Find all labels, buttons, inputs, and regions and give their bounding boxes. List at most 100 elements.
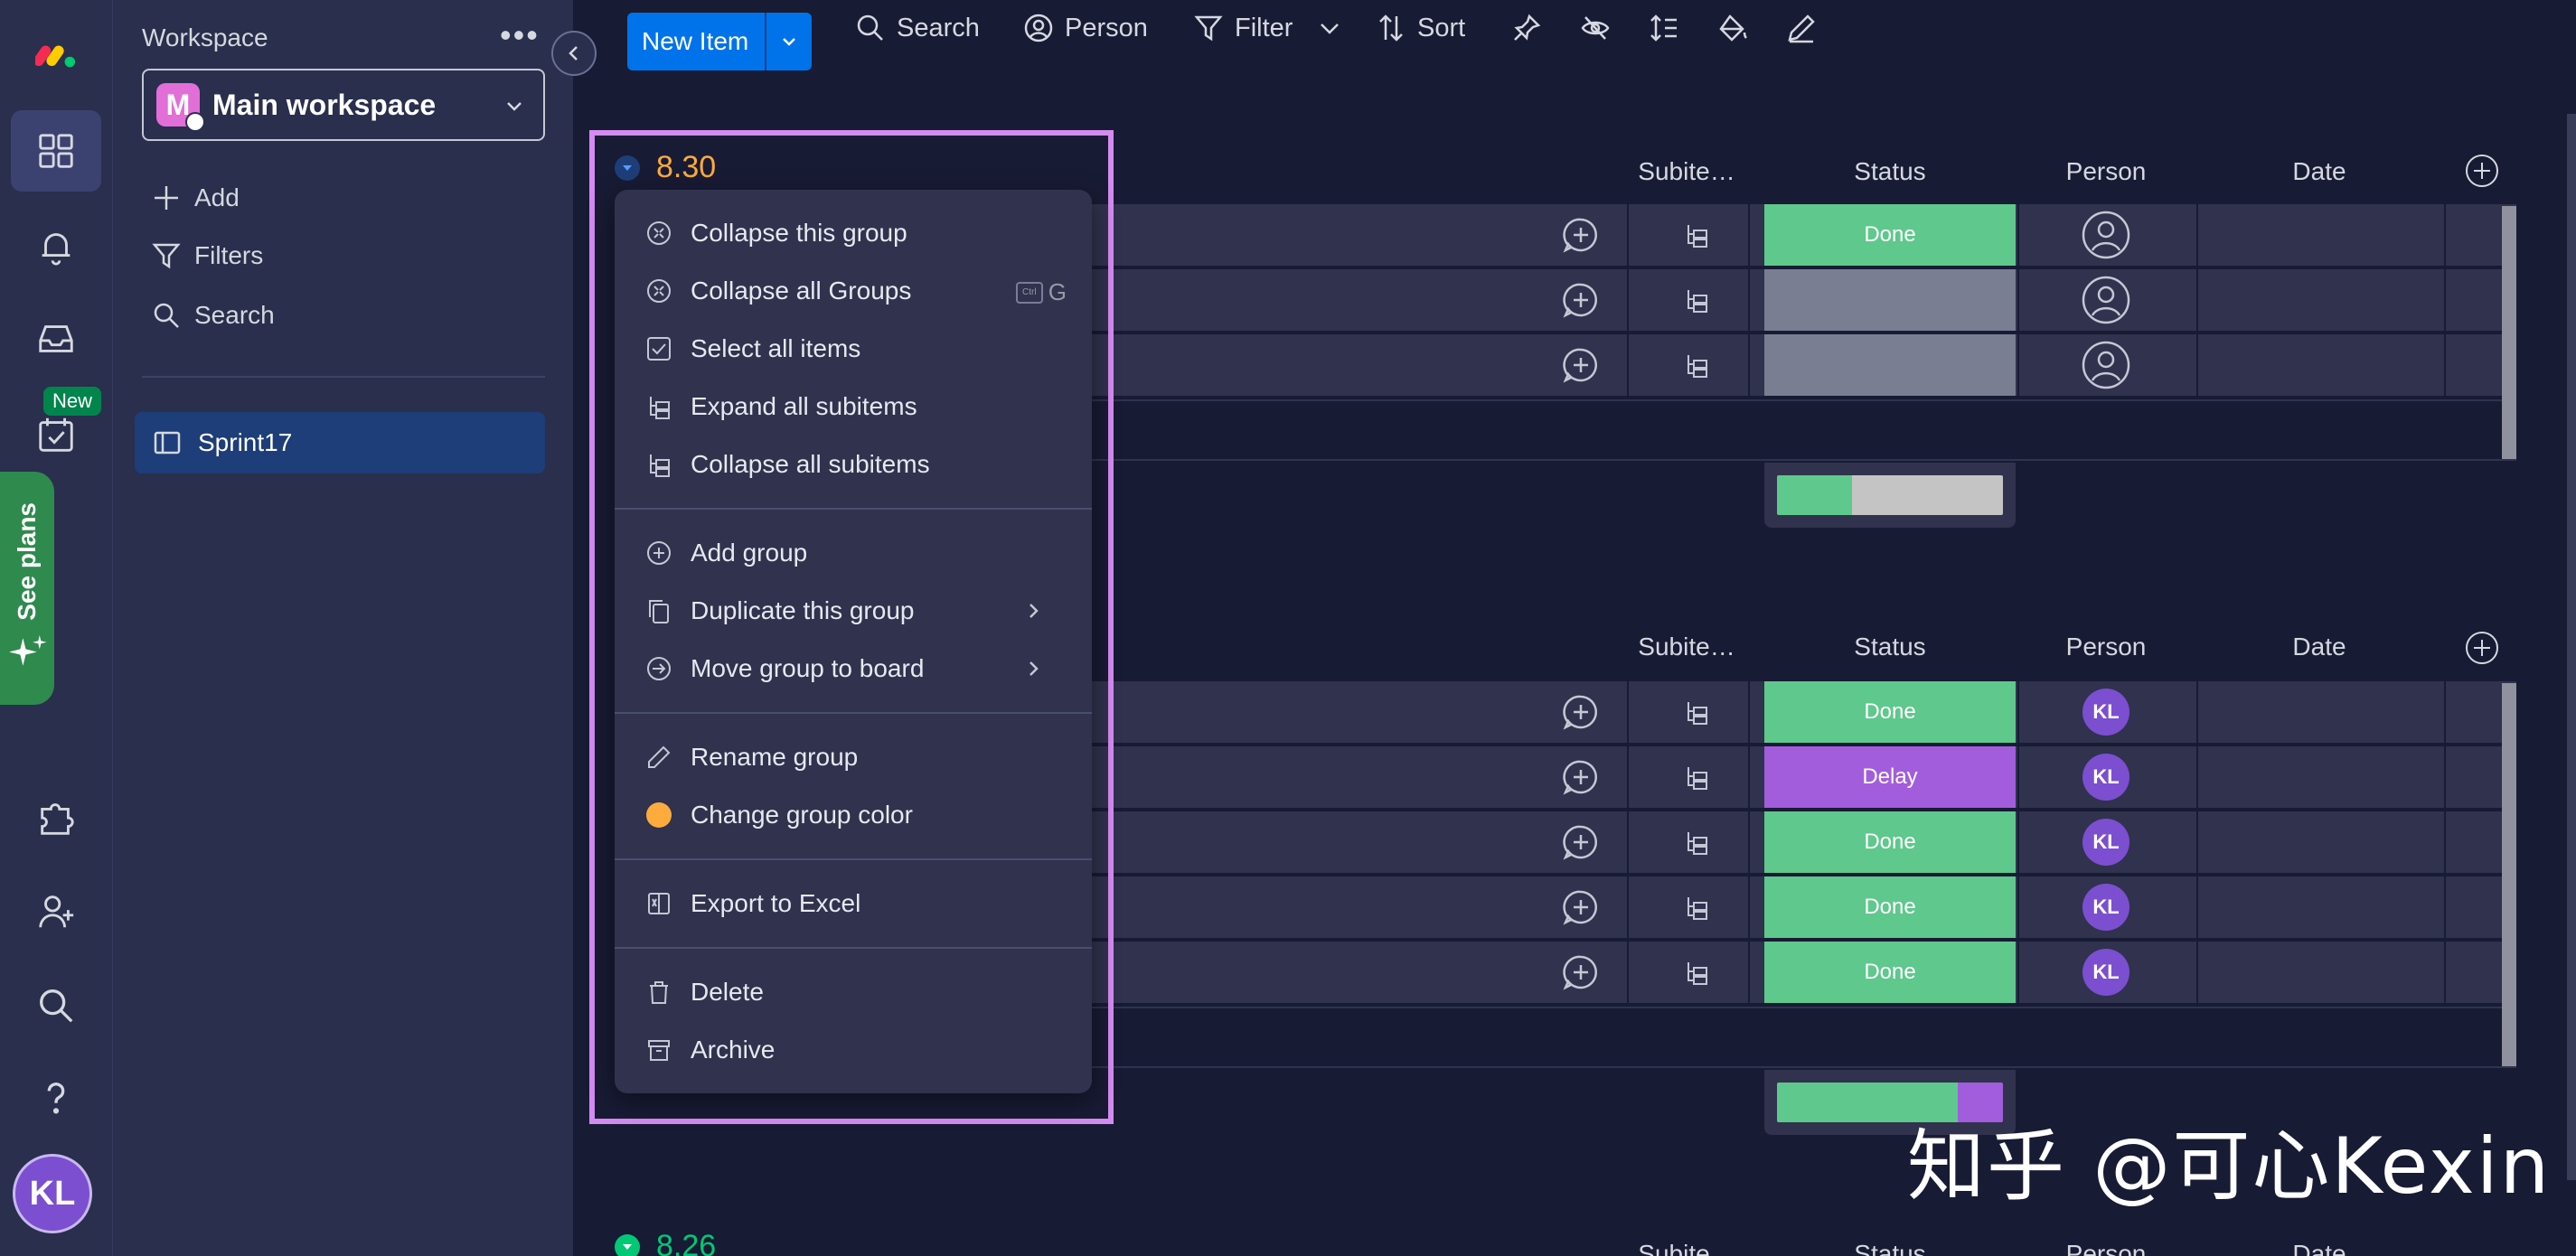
workspace-more-icon[interactable]: •••	[500, 16, 540, 53]
status-cell[interactable]: Done	[1764, 204, 2016, 266]
apps-button[interactable]	[11, 777, 101, 858]
subitems-icon[interactable]	[1683, 351, 1710, 379]
subitems-icon[interactable]	[1683, 286, 1710, 314]
menu-item-expand-subitems[interactable]: Expand all subitems	[644, 385, 917, 428]
subitems-icon[interactable]	[1683, 764, 1710, 791]
add-update-icon[interactable]	[1562, 693, 1600, 731]
user-avatar[interactable]: KL	[13, 1154, 92, 1233]
inbox-button[interactable]	[11, 298, 101, 380]
move-arrow-icon	[647, 657, 671, 680]
new-item-dropdown[interactable]	[765, 13, 812, 70]
search-everything-button[interactable]	[11, 965, 101, 1046]
group-header[interactable]: 8.26	[615, 1229, 716, 1256]
menu-item-select-all[interactable]: Select all items	[644, 327, 860, 370]
column-header-status[interactable]: Status	[1854, 633, 1926, 661]
column-header-subitems[interactable]: Subite…	[1638, 633, 1735, 661]
hide-columns-button[interactable]	[1580, 13, 1611, 43]
subitems-icon[interactable]	[1683, 221, 1710, 248]
add-update-icon[interactable]	[1562, 758, 1600, 796]
add-button[interactable]: Add	[151, 183, 240, 213]
add-column-icon[interactable]	[2465, 631, 2499, 665]
status-cell[interactable]: Done	[1764, 811, 2016, 873]
menu-item-collapse-subitems[interactable]: Collapse all subitems	[644, 443, 930, 486]
empty-person-icon[interactable]	[2081, 210, 2131, 260]
invite-members-button[interactable]	[11, 871, 101, 952]
column-header-date[interactable]: Date	[2292, 157, 2346, 185]
menu-item-add-group[interactable]: Add group	[644, 531, 807, 575]
subitems-icon[interactable]	[1683, 894, 1710, 921]
menu-item-rename-group[interactable]: Rename group	[644, 736, 858, 779]
column-header-person[interactable]: Person	[2065, 157, 2147, 185]
menu-item-export-excel[interactable]: Export to Excel	[644, 882, 860, 925]
toolbar-filter-button[interactable]: Filter	[1193, 13, 1293, 43]
group-title[interactable]: 8.26	[656, 1229, 717, 1256]
column-header-status[interactable]: Status	[1854, 1240, 1926, 1256]
scrollbar[interactable]	[2502, 206, 2516, 459]
menu-item-change-color[interactable]: Change group color	[644, 793, 913, 837]
row-height-button[interactable]	[1649, 13, 1679, 43]
status-cell[interactable]: Done	[1764, 681, 2016, 743]
toolbar-sort-button[interactable]: Sort	[1376, 13, 1465, 43]
column-header-date[interactable]: Date	[2292, 1240, 2346, 1256]
status-cell[interactable]: Delay	[1764, 746, 2016, 808]
help-button[interactable]	[11, 1057, 101, 1139]
status-cell[interactable]	[1764, 269, 2016, 331]
toolbar-search-button[interactable]: Search	[855, 13, 980, 43]
group-title[interactable]: 8.30	[656, 150, 717, 184]
column-header-person[interactable]: Person	[2065, 1240, 2147, 1256]
new-item-button[interactable]: New Item	[627, 13, 813, 70]
person-avatar[interactable]: KL	[2082, 884, 2129, 931]
empty-person-icon[interactable]	[2081, 275, 2131, 325]
pin-button[interactable]	[1511, 13, 1542, 43]
subitems-icon[interactable]	[1683, 698, 1710, 726]
add-update-icon[interactable]	[1562, 823, 1600, 861]
column-header-subitems[interactable]: Subite…	[1638, 1240, 1735, 1256]
group-header[interactable]: 8.30	[615, 150, 716, 185]
toolbar-filter-dropdown[interactable]	[1314, 13, 1345, 43]
column-header-status[interactable]: Status	[1854, 157, 1926, 185]
format-button[interactable]	[1786, 13, 1817, 43]
menu-item-collapse-group[interactable]: Collapse this group	[644, 211, 907, 255]
column-header-subitems[interactable]: Subite…	[1638, 157, 1735, 185]
empty-person-icon[interactable]	[2081, 340, 2131, 390]
notifications-button[interactable]	[11, 206, 101, 287]
work-management-button[interactable]	[11, 110, 101, 192]
add-update-icon[interactable]	[1562, 216, 1600, 254]
column-header-date[interactable]: Date	[2292, 633, 2346, 661]
scrollbar[interactable]	[2502, 683, 2516, 1066]
column-header-person[interactable]: Person	[2065, 633, 2147, 661]
person-avatar[interactable]: KL	[2082, 689, 2129, 736]
status-cell[interactable]: Done	[1764, 876, 2016, 938]
see-plans-button[interactable]: See plans	[0, 472, 54, 705]
add-update-icon[interactable]	[1562, 346, 1600, 384]
person-avatar[interactable]: KL	[2082, 949, 2129, 996]
subitems-icon[interactable]	[1683, 829, 1710, 856]
add-update-icon[interactable]	[1562, 281, 1600, 319]
status-cell[interactable]	[1764, 334, 2016, 396]
menu-item-move-group[interactable]: Move group to board	[644, 647, 1068, 690]
subitems-icon[interactable]	[1683, 959, 1710, 986]
menu-item-collapse-all-groups[interactable]: Collapse all Groups	[644, 269, 911, 313]
menu-item-archive[interactable]: Archive	[644, 1028, 775, 1072]
person-avatar[interactable]: KL	[2082, 754, 2129, 801]
row-height-icon	[1650, 14, 1677, 42]
group-collapse-toggle[interactable]	[615, 155, 640, 181]
monday-logo[interactable]	[11, 11, 101, 92]
workspace-search-button[interactable]: Search	[151, 300, 275, 331]
toolbar-person-button[interactable]: Person	[1023, 13, 1148, 43]
my-work-button[interactable]	[11, 394, 101, 475]
add-update-icon[interactable]	[1562, 888, 1600, 926]
status-cell[interactable]: Done	[1764, 942, 2016, 1003]
board-item-sprint17[interactable]: Sprint17	[135, 412, 545, 473]
color-rules-button[interactable]	[1717, 13, 1748, 43]
person-avatar[interactable]: KL	[2082, 819, 2129, 866]
collapse-panel-button[interactable]	[551, 31, 597, 76]
menu-item-delete[interactable]: Delete	[644, 970, 764, 1014]
page-scrollbar[interactable]	[2567, 114, 2576, 1180]
add-update-icon[interactable]	[1562, 953, 1600, 991]
menu-item-duplicate-group[interactable]: Duplicate this group	[644, 589, 1068, 633]
filters-button[interactable]: Filters	[151, 240, 263, 271]
group-collapse-toggle[interactable]	[615, 1233, 640, 1256]
add-column-icon[interactable]	[2465, 154, 2499, 188]
workspace-selector[interactable]: M Main workspace	[142, 69, 545, 141]
